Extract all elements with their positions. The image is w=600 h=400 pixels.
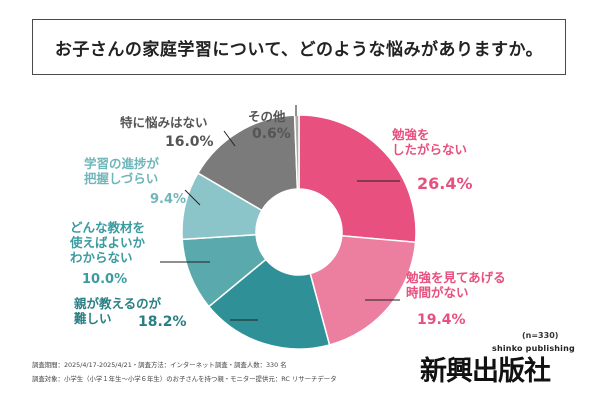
category-label-line: 把握しづらい [84, 171, 159, 186]
donut-slice-6 [196, 114, 299, 212]
leader-line-6 [223, 130, 236, 147]
value-label-1: 26.4% [417, 174, 473, 193]
category-label-line: 難しい [74, 311, 112, 326]
category-label-line: 使えばよいか [70, 235, 146, 250]
category-label-line: 勉強を [392, 127, 430, 142]
category-label-line: 時間がない [406, 285, 469, 300]
leader-line-5 [184, 189, 201, 206]
footnote-line-2: 調査対象：小学生（小学１年生〜小学６年生）のお子さんを持つ親・モニター提供元：R… [32, 375, 337, 383]
value-label-6: 16.0% [165, 134, 214, 150]
category-label-line: どんな教材を [70, 220, 146, 235]
category-label-4: どんな教材を 使えばよいか わからない [70, 220, 145, 265]
category-label-line: したがらない [392, 142, 468, 157]
category-label-5: 学習の進捗が 把握しづらい [84, 156, 159, 186]
chart-title: お子さんの家庭学習について、どのような悩みがありますか。 [32, 19, 566, 75]
category-label-3: 親が教えるのが 難しい [74, 296, 161, 326]
donut-slice-1 [298, 114, 417, 244]
value-label-5: 9.4% [150, 192, 187, 207]
category-label-line: 特に悩みはない [120, 115, 208, 130]
value-label-3: 18.2% [138, 314, 187, 330]
category-label-line: 勉強を見てあげる [406, 270, 506, 285]
category-label-line: 親が教えるのが [74, 296, 162, 311]
footnote-line-1: 調査期間：2025/4/17-2025/4/21・調査方法：インターネット調査・… [32, 361, 287, 369]
publisher-logo: 新興出版社 [420, 356, 551, 387]
category-label-6: 特に悩みはない [120, 115, 208, 130]
logo-subtext: shinko publishing [492, 344, 575, 353]
category-label-2: 勉強を見てあげる 時間がない [406, 270, 506, 300]
category-label-1: 勉強を したがらない [392, 127, 467, 157]
category-label-line: わからない [70, 250, 133, 265]
sample-size: (n=330) [522, 331, 559, 340]
category-label-line: 学習の進捗が [84, 156, 160, 171]
category-label-line: その他 [248, 109, 286, 124]
value-label-2: 19.4% [417, 312, 466, 328]
value-label-4: 10.0% [82, 272, 128, 287]
category-label-7: その他 [248, 109, 286, 124]
donut-slice-2 [309, 234, 417, 346]
value-label-7: 0.6% [252, 126, 291, 142]
